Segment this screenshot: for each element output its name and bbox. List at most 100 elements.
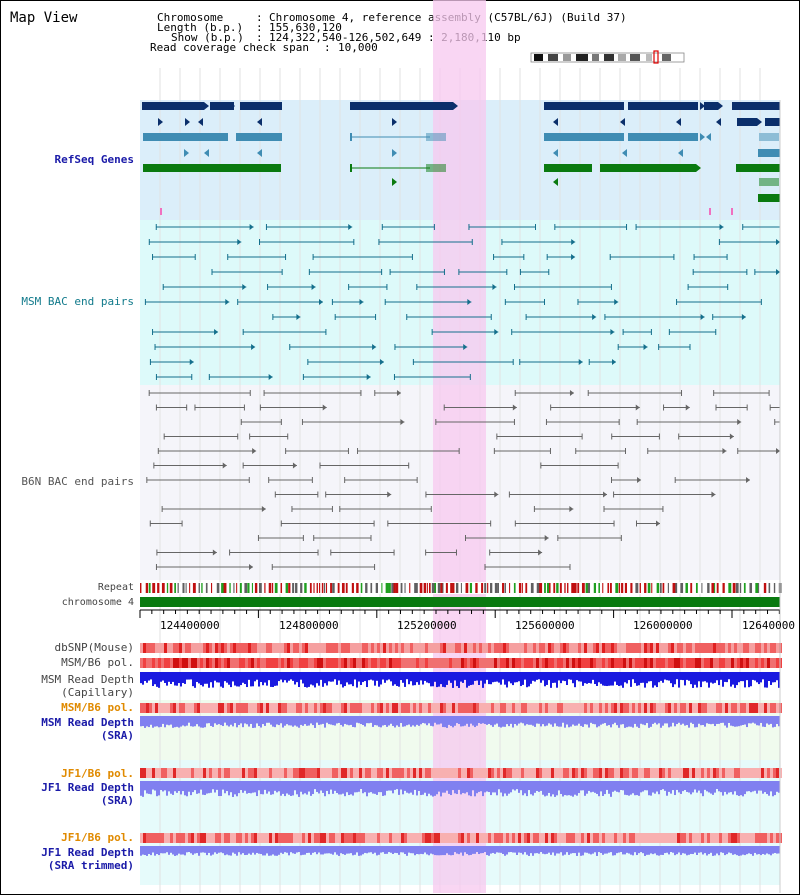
depth-bar [744,672,746,688]
depth-bar [328,781,330,795]
depth-bar [614,781,616,791]
heat-cell [701,703,704,713]
heat-cell [626,658,629,668]
heat-cell [305,658,308,668]
depth-bar [698,781,700,791]
depth-bar [540,781,542,791]
depth-bar [362,781,364,794]
heat-cell [497,833,500,843]
heat-cell [227,643,230,653]
heat-cell [362,833,365,843]
repeat-mark [365,583,368,593]
depth-bar [436,716,438,725]
heat-cell [191,658,194,668]
depth-bar [562,781,564,797]
depth-bar [346,781,348,793]
depth-bar [586,846,588,853]
heat-cell [758,658,761,668]
depth-bar [726,716,728,728]
heat-cell [581,703,584,713]
heat-cell [212,833,215,843]
heat-cell [179,833,182,843]
depth-bar [296,672,298,683]
repeat-mark [460,583,462,593]
depth-bar [678,716,680,723]
depth-bar [722,846,724,853]
depth-bar [514,672,516,683]
heat-cell [761,658,764,668]
heat-cell [575,643,578,653]
heat-cell [698,703,701,713]
heat-cell [749,768,752,778]
heat-cell [206,658,209,668]
depth-bar [182,716,184,726]
depth-bar [732,672,734,685]
depth-bar [268,716,270,723]
b6n-bac-end [776,448,780,454]
heat-cell [158,643,161,653]
depth-bar [304,781,306,794]
heat-cell [218,643,221,653]
depth-bar [180,716,182,727]
depth-bar [626,846,628,853]
depth-bar [412,846,414,854]
heat-cell [353,768,356,778]
msm-bac-track-label[interactable]: MSM BAC end pairs [21,295,134,308]
depth-bar [676,672,678,680]
heat-cell [707,703,710,713]
depth-bar [360,672,362,685]
heat-cell [533,768,536,778]
heat-cell [677,643,680,653]
heat-cell [617,833,620,843]
heat-cell [524,768,527,778]
depth-bar [190,781,192,796]
heat-cell [491,643,494,653]
heat-cell [617,643,620,653]
heat-cell [455,658,458,668]
heat-cell [458,703,461,713]
heat-cell [419,643,422,653]
heat-cell [464,703,467,713]
repeat-track-label: Repeat [97,582,134,593]
depth-bar [450,672,452,683]
heat-cell [587,658,590,668]
heat-cell [224,643,227,653]
depth-bar [714,781,716,793]
repeat-mark [553,583,556,593]
heat-cell [365,703,368,713]
heat-cell [404,833,407,843]
depth-bar [590,716,592,723]
heat-cell [290,703,293,713]
heat-cell [674,833,677,843]
heat-cell [698,833,701,843]
heat-cell [722,833,725,843]
depth-bar [210,716,212,726]
refseq-track-label[interactable]: RefSeq Genes [54,153,134,166]
depth-bar [434,781,436,796]
heat-cell [659,768,662,778]
depth-bar [372,672,374,681]
heat-cell [368,643,371,653]
depth-bar [512,781,514,790]
heat-cell [638,768,641,778]
heat-cell [320,833,323,843]
heat-cell [281,643,284,653]
chromosome-ideogram[interactable] [528,50,688,66]
heat-cell [218,658,221,668]
heat-cell [212,768,215,778]
depth-bar [324,716,326,728]
repeat-mark [182,583,185,593]
depth-bar [504,846,506,856]
msm-bac-end [242,284,247,290]
repeat-mark [539,583,543,593]
depth-bar [460,672,462,682]
heat-cell [563,833,566,843]
depth-bar [752,781,754,792]
depth-bar [420,846,422,854]
depth-bar [166,716,168,725]
b6n-bac-track-label[interactable]: B6N BAC end pairs [21,475,134,488]
depth-bar [196,781,198,794]
heat-cell [650,833,653,843]
depth-bar [608,846,610,853]
